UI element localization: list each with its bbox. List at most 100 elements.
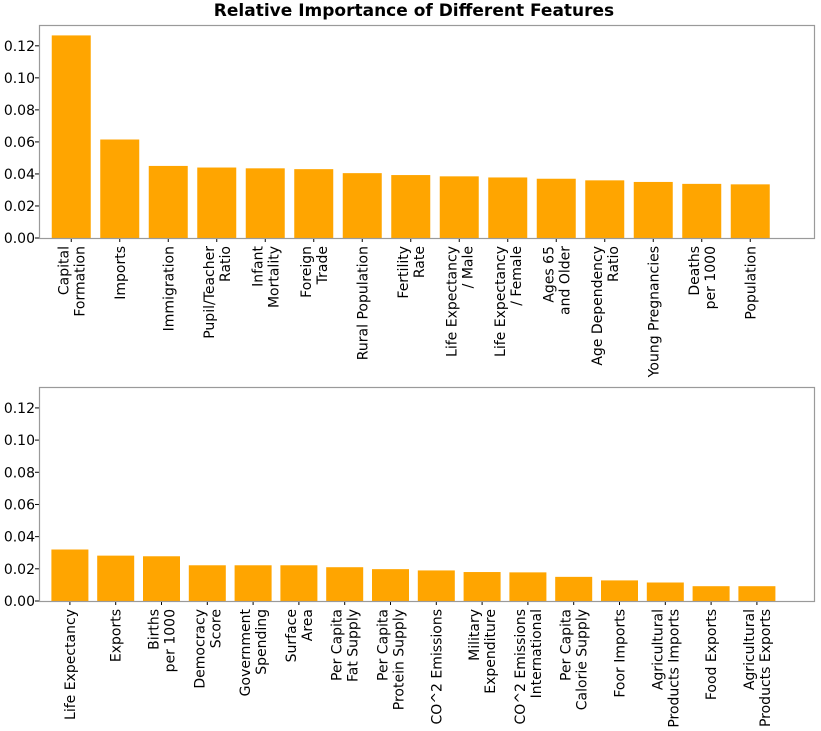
bar-0-5 [294, 169, 334, 238]
x-tick-label: AgriculturalProducts Exports [742, 609, 774, 727]
y-tick-label: 0.06 [4, 135, 35, 151]
y-tick-label: 0.06 [4, 497, 35, 513]
x-tick-label: GovernmentSpending [238, 608, 270, 696]
x-tick-label: SurfaceArea [284, 609, 316, 662]
bar-1-3 [188, 565, 226, 601]
y-tick-label: 0.00 [4, 594, 35, 610]
x-tick-label-line: Food Exports [704, 609, 720, 700]
x-tick-label-line: Pupil/Teacher [202, 246, 218, 339]
x-tick-label-line: Surface [284, 609, 300, 662]
x-tick-label-line: Military [467, 609, 483, 661]
bar-0-13 [682, 183, 722, 238]
bar-0-2 [148, 165, 188, 238]
x-tick-label: CapitalFormation [56, 246, 88, 317]
x-tick-label: Life Expectancy [63, 609, 79, 720]
bar-0-6 [342, 173, 382, 238]
x-tick-label: FertilityRate [396, 246, 428, 299]
bar-1-11 [555, 576, 593, 601]
bar-0-8 [439, 176, 479, 238]
x-tick-label-line: Score [208, 609, 224, 648]
bar-1-14 [692, 586, 730, 601]
bar-1-0 [51, 549, 89, 601]
x-tick-label-line: Products Exports [758, 609, 774, 727]
x-tick-label-line: Infant [250, 245, 266, 286]
x-tick-label-line: Mortality [266, 246, 282, 308]
y-tick-label: 0.02 [4, 199, 35, 215]
chart-title: Relative Importance of Different Feature… [213, 1, 615, 21]
x-tick-label: Life Expectancy/ Female [493, 246, 525, 357]
x-tick-label: Deathsper 1000 [687, 246, 719, 309]
x-tick-label-line: Deaths [687, 246, 703, 296]
y-tick-label: 0.12 [4, 39, 35, 55]
bar-1-10 [509, 572, 547, 601]
x-tick-label-line: Exports [109, 609, 125, 662]
x-tick-label: Per CapitaProtein Supply [376, 609, 408, 710]
x-tick-label: Imports [113, 246, 129, 300]
x-tick-label-line: Ages 65 [541, 246, 557, 303]
x-tick-label-line: Per Capita [376, 609, 392, 681]
x-tick-label-line: Rate [412, 246, 428, 278]
x-tick-label: Ages 65and Older [541, 246, 573, 315]
bar-1-6 [326, 567, 364, 601]
x-tick-label-line: CO^2 Emissions [513, 609, 529, 724]
x-tick-label-line: Area [300, 609, 316, 641]
y-tick-label: 0.08 [4, 103, 35, 119]
x-tick-label-line: Immigration [161, 246, 177, 331]
x-tick-label-line: Agricultural [742, 609, 758, 690]
x-tick-label: Birthsper 1000 [147, 609, 179, 672]
x-tick-label-line: CO^2 Emissions [429, 609, 445, 724]
x-tick-label-line: / Female [509, 246, 525, 306]
x-tick-label: Young Pregnancies [646, 246, 662, 378]
x-tick-label: Population [743, 246, 759, 320]
x-tick-label-line: Foreign [299, 246, 315, 298]
x-tick-label-line: / Male [460, 246, 476, 288]
x-tick-label-line: Spending [254, 609, 270, 675]
x-tick-label: Per CapitaFat Supply [330, 609, 362, 682]
x-tick-label-line: Formation [72, 246, 88, 317]
bar-0-1 [100, 139, 140, 238]
x-tick-label: MilitaryExpenditure [467, 609, 499, 694]
top-bar-chart: CapitalFormation Imports Immigration Pupil/… [4, 24, 816, 378]
x-tick-label-line: Population [743, 246, 759, 320]
x-tick-label-line: Rural Population [355, 246, 371, 360]
x-tick-label-line: Births [147, 609, 163, 650]
bottom-bar-chart: Life Expectancy Exports Birthsper 1000 Demo… [4, 386, 816, 728]
x-tick-label-line: Ratio [606, 246, 622, 282]
bar-1-2 [143, 556, 180, 601]
bar-0-3 [197, 167, 237, 238]
x-tick-label-line: Democracy [192, 609, 208, 689]
x-tick-label: Foor Imports [613, 609, 629, 698]
y-tick-label: 0.02 [4, 562, 35, 578]
x-tick-label-line: Life Expectancy [493, 246, 509, 357]
x-tick-label-line: Government [238, 608, 254, 696]
x-tick-label-line: Ratio [218, 246, 234, 282]
x-tick-label-line: Agricultural [650, 609, 666, 690]
y-tick-label: 0.04 [4, 530, 35, 546]
x-tick-label-line: Young Pregnancies [646, 246, 662, 378]
x-tick-label: Rural Population [355, 246, 371, 360]
x-tick-label-line: Foor Imports [613, 609, 629, 698]
x-tick-label: ForeignTrade [299, 246, 331, 298]
x-tick-label: Exports [109, 609, 125, 662]
bar-1-12 [601, 580, 638, 601]
bar-0-10 [536, 178, 576, 238]
x-tick-label: Per CapitaCalorie Supply [559, 609, 591, 710]
bar-1-1 [97, 555, 135, 601]
x-tick-label: DemocracyScore [192, 609, 224, 689]
x-tick-label: CO^2 Emissions [429, 609, 445, 724]
y-tick-label: 0.08 [4, 465, 35, 481]
x-tick-label-line: Capital [56, 246, 72, 295]
bar-0-11 [585, 180, 625, 238]
bar-1-8 [417, 570, 455, 601]
x-tick-label: Age DependencyRatio [590, 246, 622, 366]
x-tick-label-line: Imports [113, 246, 129, 300]
x-tick-label-line: Protein Supply [392, 609, 408, 710]
y-tick-label: 0.10 [4, 71, 35, 87]
x-tick-label-line: per 1000 [703, 246, 719, 309]
x-tick-label: InfantMortality [250, 245, 282, 308]
x-tick-label-line: per 1000 [163, 609, 179, 672]
x-tick-label-line: Life Expectancy [444, 246, 460, 357]
bar-0-9 [488, 177, 528, 238]
x-tick-label: Immigration [161, 246, 177, 331]
y-tick-label: 0.00 [4, 231, 35, 247]
